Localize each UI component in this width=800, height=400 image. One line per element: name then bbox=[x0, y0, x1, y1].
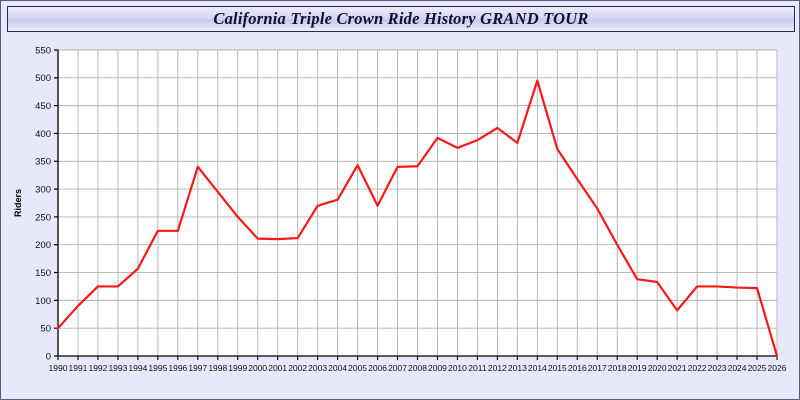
x-tick-label: 2008 bbox=[408, 363, 427, 373]
x-tick-label: 2000 bbox=[248, 363, 267, 373]
x-tick-label: 2019 bbox=[628, 363, 647, 373]
y-tick-label: 400 bbox=[35, 129, 51, 140]
x-tick-label: 2013 bbox=[508, 363, 527, 373]
x-tick-label: 2023 bbox=[708, 363, 727, 373]
x-tick-label: 1998 bbox=[208, 363, 227, 373]
y-axis-label: Riders bbox=[13, 189, 23, 217]
y-tick-label: 500 bbox=[35, 73, 51, 84]
y-tick-label: 200 bbox=[35, 240, 51, 251]
x-tick-label: 1990 bbox=[49, 363, 68, 373]
x-tick-label: 2006 bbox=[368, 363, 387, 373]
x-tick-label: 1996 bbox=[168, 363, 187, 373]
x-tick-label: 2014 bbox=[528, 363, 547, 373]
x-tick-label: 2002 bbox=[288, 363, 307, 373]
x-tick-label: 2003 bbox=[308, 363, 327, 373]
x-tick-label: 2017 bbox=[588, 363, 607, 373]
x-tick-label: 2007 bbox=[388, 363, 407, 373]
x-tick-label: 2001 bbox=[268, 363, 287, 373]
x-tick-label: 2018 bbox=[608, 363, 627, 373]
x-tick-label: 1991 bbox=[69, 363, 88, 373]
x-tick-label: 1992 bbox=[88, 363, 107, 373]
x-tick-label: 2011 bbox=[468, 363, 487, 373]
x-tick-label: 1999 bbox=[228, 363, 247, 373]
chart-plot-area: 0 50 100 150 200 250 300 350 400 450 500 550 1990 199… bbox=[7, 37, 795, 395]
y-tick-label: 0 bbox=[46, 351, 51, 362]
x-tick-label: 2025 bbox=[748, 363, 767, 373]
x-tick-label: 2004 bbox=[328, 363, 347, 373]
y-tick-label: 550 bbox=[35, 45, 51, 56]
y-tick-label: 350 bbox=[35, 157, 51, 168]
x-tick-label: 1995 bbox=[148, 363, 167, 373]
y-tick-label: 300 bbox=[35, 184, 51, 195]
y-tick-label: 450 bbox=[35, 101, 51, 112]
x-tick-label: 2005 bbox=[348, 363, 367, 373]
x-tick-label: 2024 bbox=[728, 363, 747, 373]
x-tick-label: 1993 bbox=[108, 363, 127, 373]
x-tick-label: 2015 bbox=[548, 363, 567, 373]
x-tick-label: 1997 bbox=[188, 363, 207, 373]
y-tick-label: 100 bbox=[35, 296, 51, 307]
y-tick-label: 250 bbox=[35, 212, 51, 223]
page-title: California Triple Crown Ride History GRA… bbox=[213, 9, 589, 28]
x-tick-label: 2016 bbox=[568, 363, 587, 373]
x-tick-label: 2022 bbox=[688, 363, 707, 373]
x-tick-label: 2026 bbox=[768, 363, 787, 373]
x-tick-label: 2009 bbox=[428, 363, 447, 373]
data-series-line bbox=[56, 79, 779, 358]
x-tick-label: 1994 bbox=[128, 363, 147, 373]
x-tick-label: 2020 bbox=[648, 363, 667, 373]
x-tick-label: 2021 bbox=[668, 363, 687, 373]
chart-title-bar: California Triple Crown Ride History GRA… bbox=[7, 6, 795, 32]
y-tick-label: 150 bbox=[35, 268, 51, 279]
x-tick-label: 2010 bbox=[448, 363, 467, 373]
y-tick-label: 50 bbox=[40, 324, 51, 335]
x-tick-label: 2012 bbox=[488, 363, 507, 373]
